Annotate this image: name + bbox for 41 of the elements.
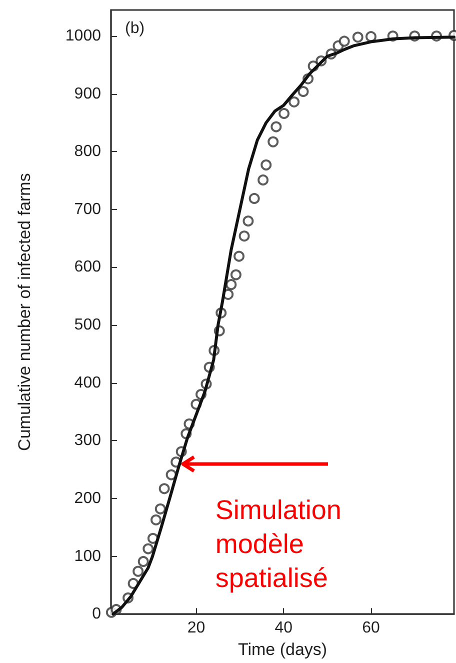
point <box>270 121 282 132</box>
point <box>230 269 242 280</box>
point <box>234 250 245 262</box>
x-tick-label: 40 <box>274 620 293 637</box>
point <box>268 136 279 148</box>
point <box>154 503 166 514</box>
point <box>238 230 250 242</box>
y-tick-label: 300 <box>74 432 102 450</box>
y-axis-title: Cumulative number of infected farms <box>15 173 34 451</box>
y-tick-label: 0 <box>92 606 102 623</box>
point <box>260 159 272 170</box>
y-tick-label: 600 <box>74 258 102 276</box>
point <box>226 279 237 290</box>
y-tick-label: 700 <box>74 200 102 218</box>
point <box>158 483 170 494</box>
point <box>138 556 149 567</box>
x-tick-label: 60 <box>362 620 380 637</box>
point <box>338 36 350 47</box>
point <box>242 216 254 226</box>
point <box>298 86 309 98</box>
point <box>150 514 162 526</box>
point <box>278 108 290 119</box>
y-tick-label: 1000 <box>65 28 102 45</box>
y-tick-label: 200 <box>74 490 102 507</box>
point <box>352 32 364 43</box>
x-tick-label: 20 <box>187 620 206 637</box>
point <box>258 174 269 186</box>
point <box>248 192 260 204</box>
point <box>288 96 300 108</box>
point <box>132 566 144 577</box>
annotation: Simulation modèle spatialisé <box>215 494 342 595</box>
y-tick-label: 500 <box>74 316 102 334</box>
y-tick-label: 400 <box>74 374 102 392</box>
y-tick-label: 900 <box>74 85 102 102</box>
annotation: (b) <box>125 20 145 38</box>
point <box>142 543 154 554</box>
point <box>166 469 177 480</box>
point <box>365 31 376 42</box>
y-tick-label: 800 <box>74 143 102 160</box>
x-axis-title: Time (days) <box>238 640 328 659</box>
y-tick-label: 100 <box>74 548 102 565</box>
